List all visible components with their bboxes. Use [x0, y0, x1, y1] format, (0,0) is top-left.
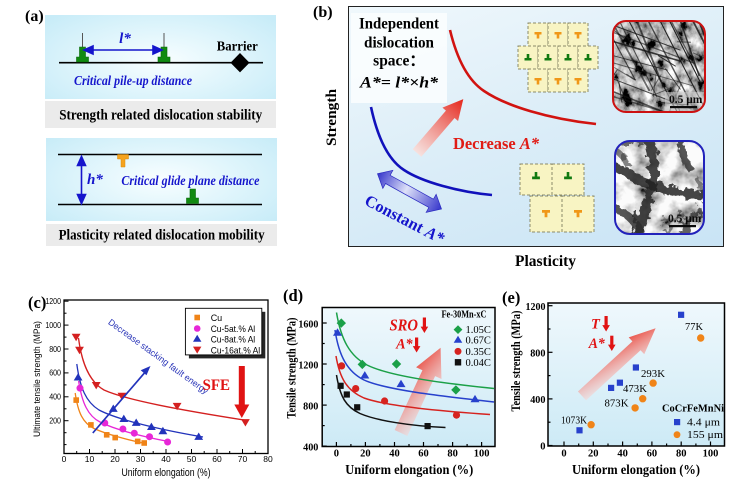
svg-text:(d): (d) [283, 286, 303, 305]
svg-text:0.67C: 0.67C [466, 336, 491, 347]
svg-text:50: 50 [187, 454, 197, 464]
svg-text:A*= l*×h*: A*= l*×h* [359, 75, 438, 92]
svg-text:Cu-16at.% Al: Cu-16at.% Al [211, 345, 261, 355]
svg-text:Plasticity related dislocation: Plasticity related dislocation mobility [59, 228, 265, 244]
svg-text:0: 0 [334, 449, 339, 460]
svg-text:A*: A* [588, 336, 605, 352]
svg-text:1200: 1200 [298, 360, 318, 371]
svg-text:0: 0 [561, 449, 566, 460]
svg-text:1200: 1200 [526, 302, 546, 313]
svg-text:Fe-30Mn-xC: Fe-30Mn-xC [442, 309, 487, 321]
svg-text:Barrier: Barrier [217, 40, 258, 55]
svg-text:100: 100 [474, 449, 490, 460]
svg-text:40: 40 [617, 449, 628, 460]
svg-text:(e): (e) [502, 288, 520, 307]
svg-text:80: 80 [676, 449, 687, 460]
svg-text:Critical pile-up distance: Critical pile-up distance [74, 73, 192, 88]
svg-text:80: 80 [263, 454, 273, 464]
svg-text:400: 400 [49, 392, 61, 402]
svg-text:CoCrFeMnNi: CoCrFeMnNi [662, 403, 724, 415]
svg-text:Ultimate tensile strength (MPa: Ultimate tensile strength (MPa) [32, 321, 43, 437]
svg-text:SRO: SRO [390, 316, 419, 335]
svg-text:Plasticity: Plasticity [515, 253, 576, 270]
svg-text:1.05C: 1.05C [466, 325, 491, 336]
svg-text:Tensile strength (MPa): Tensile strength (MPa) [509, 311, 523, 412]
svg-text:Decrease A*: Decrease A* [453, 134, 540, 153]
svg-text:0.04C: 0.04C [466, 358, 491, 369]
svg-text:1600: 1600 [298, 319, 318, 330]
svg-text:0: 0 [540, 442, 545, 453]
svg-text:200: 200 [49, 416, 61, 426]
svg-text:800: 800 [49, 344, 61, 354]
svg-text:0.5 μm: 0.5 μm [669, 94, 703, 106]
svg-text:70: 70 [238, 454, 248, 464]
svg-text:Uniform elongation (%): Uniform elongation (%) [122, 467, 211, 479]
svg-text:1073K: 1073K [561, 416, 587, 427]
svg-text:800: 800 [530, 349, 545, 360]
svg-text:293K: 293K [641, 369, 665, 380]
svg-text:0.35C: 0.35C [466, 347, 491, 358]
svg-text:30: 30 [136, 454, 146, 464]
svg-text:100: 100 [703, 449, 719, 460]
svg-text:600: 600 [49, 368, 61, 378]
svg-text:0.5 μm: 0.5 μm [668, 213, 702, 225]
svg-text:(c): (c) [28, 293, 46, 312]
svg-text:60: 60 [212, 454, 222, 464]
svg-text:T: T [591, 317, 601, 333]
svg-text:800: 800 [303, 401, 318, 412]
svg-text:l*: l* [119, 31, 131, 47]
svg-text:1200: 1200 [45, 296, 61, 306]
svg-text:h*: h* [87, 172, 103, 188]
svg-text:Critical glide plane distance: Critical glide plane distance [121, 173, 259, 188]
svg-text:1000: 1000 [45, 320, 61, 330]
svg-text:space：: space： [373, 53, 425, 70]
svg-text:Cu-5at.% Al: Cu-5at.% Al [211, 324, 256, 334]
svg-text:473K: 473K [623, 384, 647, 395]
svg-text:20: 20 [110, 454, 120, 464]
svg-text:400: 400 [303, 442, 318, 453]
svg-text:20: 20 [588, 449, 599, 460]
svg-text:80: 80 [447, 449, 458, 460]
svg-text:Cu-8at.% Al: Cu-8at.% Al [211, 334, 256, 344]
svg-text:SFE: SFE [203, 377, 231, 394]
svg-text:20: 20 [360, 449, 371, 460]
svg-text:40: 40 [161, 454, 171, 464]
svg-text:Uniform elongation (%): Uniform elongation (%) [345, 462, 473, 477]
svg-text:Strength related dislocation s: Strength related dislocation stability [59, 108, 262, 124]
svg-text:77K: 77K [685, 322, 703, 333]
svg-text:40: 40 [389, 449, 400, 460]
svg-text:873K: 873K [605, 399, 629, 410]
svg-text:Tensile strength (MPa): Tensile strength (MPa) [285, 318, 299, 419]
svg-text:60: 60 [418, 449, 429, 460]
svg-text:10: 10 [85, 454, 95, 464]
svg-text:0: 0 [62, 454, 67, 464]
svg-text:Independent: Independent [359, 16, 440, 33]
svg-text:400: 400 [530, 395, 545, 406]
svg-text:155 μm: 155 μm [687, 430, 723, 441]
svg-text:Strength: Strength [324, 88, 340, 146]
svg-text:A*: A* [395, 337, 413, 353]
svg-text:Cu: Cu [211, 313, 223, 323]
svg-text:Uniform elongation (%): Uniform elongation (%) [572, 462, 700, 477]
svg-text:60: 60 [647, 449, 658, 460]
svg-text:4.4 μm: 4.4 μm [687, 418, 720, 429]
svg-text:dislocation: dislocation [364, 35, 434, 52]
